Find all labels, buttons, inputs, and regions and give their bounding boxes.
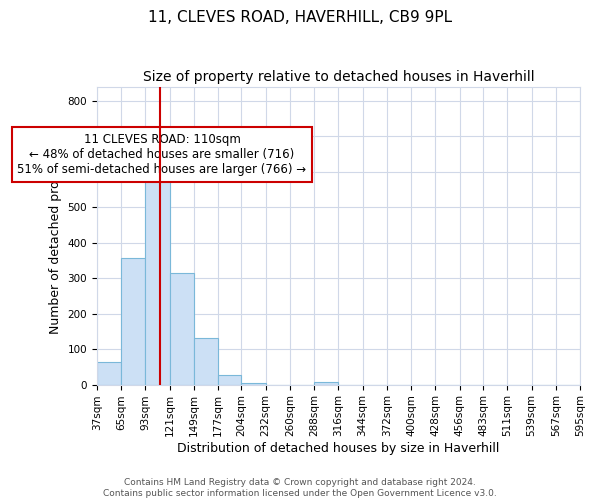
Bar [97,362,121,384]
Text: Contains HM Land Registry data © Crown copyright and database right 2024.
Contai: Contains HM Land Registry data © Crown c… [103,478,497,498]
Title: Size of property relative to detached houses in Haverhill: Size of property relative to detached ho… [143,70,534,84]
Bar [121,258,145,384]
Bar [170,273,194,384]
Bar [145,174,170,384]
Bar [194,338,218,384]
Y-axis label: Number of detached properties: Number of detached properties [49,137,62,334]
Bar [314,382,338,384]
Bar [241,383,266,384]
Bar [218,374,241,384]
Text: 11 CLEVES ROAD: 110sqm
← 48% of detached houses are smaller (716)
51% of semi-de: 11 CLEVES ROAD: 110sqm ← 48% of detached… [17,133,307,176]
Text: 11, CLEVES ROAD, HAVERHILL, CB9 9PL: 11, CLEVES ROAD, HAVERHILL, CB9 9PL [148,10,452,25]
X-axis label: Distribution of detached houses by size in Haverhill: Distribution of detached houses by size … [177,442,500,455]
